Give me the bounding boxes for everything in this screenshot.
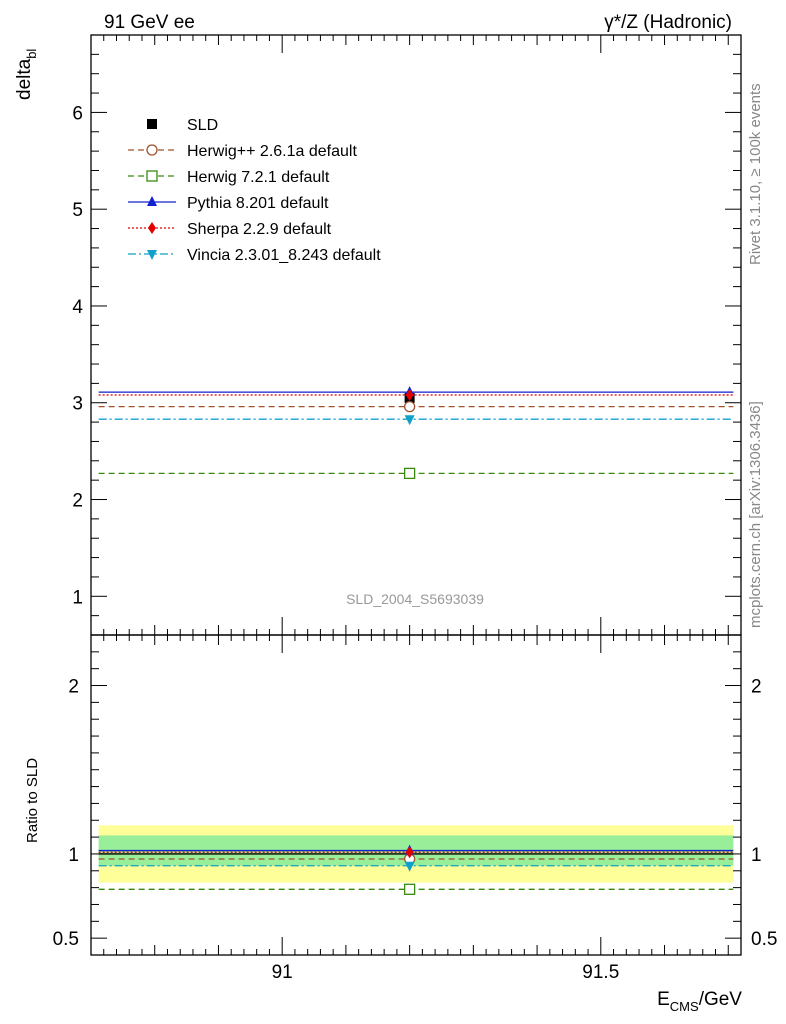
legend-label-0: SLD <box>187 117 218 134</box>
y-axis-label: deltabl <box>14 49 39 100</box>
ratio-marker-1 <box>403 883 416 895</box>
legend-marker-1 <box>146 144 158 156</box>
ratio-y-axis-label: Ratio to SLD <box>24 758 41 843</box>
legend-marker-5 <box>147 250 157 260</box>
legend-marker-2 <box>146 170 158 182</box>
y-tick-label: 3 <box>72 394 83 415</box>
ratio-y-tick-label: 1 <box>68 845 79 866</box>
x-axis-label: ECMS/GeV <box>657 989 742 1014</box>
mc-marker-0 <box>403 400 416 413</box>
legend-label-5: Vincia 2.3.01_8.243 default <box>187 247 381 264</box>
mc-marker-3 <box>405 389 414 401</box>
y-tick-label: 5 <box>72 200 83 221</box>
ratio-y-tick-label: 2 <box>68 677 79 698</box>
legend-marker-4 <box>148 222 156 234</box>
ratio-y-tick-label-right: 1 <box>751 845 762 866</box>
y-tick-label: 1 <box>72 587 83 608</box>
rivet-label: Rivet 3.1.10, ≥ 100k events <box>747 83 764 265</box>
mc-marker-1 <box>403 467 416 480</box>
mc-marker-4 <box>404 415 415 426</box>
ratio-y-tick-label-right: 2 <box>751 677 762 698</box>
x-tick-label: 91 <box>272 962 293 983</box>
legend-label-4: Sherpa 2.2.9 default <box>187 221 332 238</box>
x-tick-label: 91.5 <box>582 962 619 983</box>
analysis-watermark: SLD_2004_S5693039 <box>346 591 484 607</box>
ratio-plot: 91 91.5 0.5 0.5 1 1 2 2 <box>53 634 777 983</box>
legend: SLD Herwig++ 2.6.1a default Herwig 7.2.1 d… <box>128 117 381 264</box>
ratio-marker-4 <box>404 861 415 872</box>
header-left-label: 91 GeV ee <box>104 12 195 33</box>
y-tick-label: 2 <box>72 491 83 512</box>
header-right-label: γ*/Z (Hadronic) <box>604 12 732 33</box>
main-plot: 1 2 3 4 5 6 <box>72 34 742 636</box>
ratio-y-tick-label-right: 0.5 <box>751 929 777 950</box>
legend-label-1: Herwig++ 2.6.1a default <box>187 143 357 160</box>
y-tick-label: 6 <box>72 103 83 124</box>
legend-marker-3 <box>147 196 157 206</box>
legend-marker-0 <box>147 119 157 129</box>
ratio-frame <box>90 634 742 956</box>
mcplots-label: mcplots.cern.ch [arXiv:1306.3436] <box>747 401 764 628</box>
legend-label-3: Pythia 8.201 default <box>187 195 329 212</box>
y-tick-label: 4 <box>72 297 83 318</box>
ratio-y-tick-label: 0.5 <box>53 929 79 950</box>
ratio-marker-3 <box>405 846 414 859</box>
legend-label-2: Herwig 7.2.1 default <box>187 169 330 186</box>
